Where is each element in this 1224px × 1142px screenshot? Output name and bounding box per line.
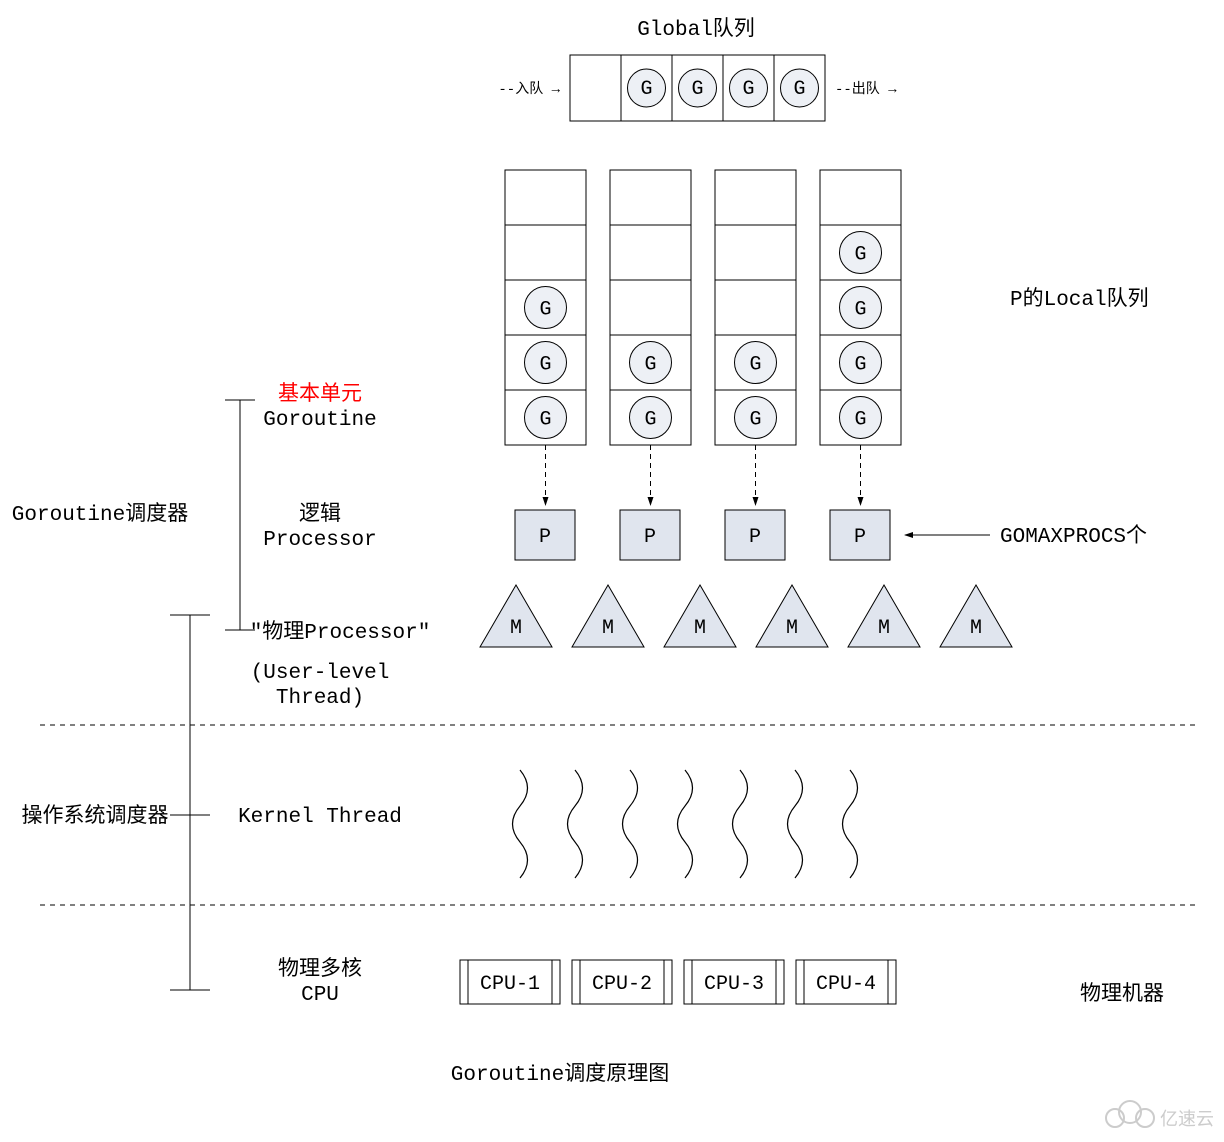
cpu-label: CPU-2 xyxy=(592,973,652,996)
cpu-label: CPU-3 xyxy=(704,973,764,996)
g-label: G xyxy=(644,354,656,377)
phys-cpu-label-1: 物理多核 xyxy=(278,957,362,982)
p-label: P xyxy=(749,526,761,549)
kernel-thread-wave xyxy=(843,770,858,878)
local-queue-cell xyxy=(610,170,691,225)
g-label: G xyxy=(691,78,703,101)
local-queue-cell xyxy=(505,170,586,225)
cpu-label: CPU-4 xyxy=(816,973,876,996)
kernel-thread-wave xyxy=(733,770,748,878)
m-label: M xyxy=(786,617,798,640)
p-label: P xyxy=(539,526,551,549)
global-queue-cell xyxy=(570,55,621,121)
enqueue-label: --入队 → xyxy=(498,81,560,98)
m-label: M xyxy=(510,617,522,640)
kernel-thread-wave xyxy=(623,770,638,878)
g-label: G xyxy=(749,409,761,432)
user-thread-label-2: Thread) xyxy=(276,687,364,710)
local-queue-cell xyxy=(505,225,586,280)
local-queue-label: P的Local队列 xyxy=(1010,287,1149,312)
kernel-thread-wave xyxy=(678,770,693,878)
user-thread-label-1: (User-level xyxy=(251,662,390,685)
local-queue-cell xyxy=(715,280,796,335)
g-label: G xyxy=(539,354,551,377)
goroutine-diagram: Global队列 G G G G --入队 → --出队 → G G G G G G G G G G G P的Loc… xyxy=(0,0,1224,1142)
kernel-thread-wave xyxy=(513,770,528,878)
g-label: G xyxy=(854,354,866,377)
local-queue-cell xyxy=(610,225,691,280)
g-label: G xyxy=(742,78,754,101)
m-label: M xyxy=(970,617,982,640)
p-label: P xyxy=(644,526,656,549)
local-queue-cell xyxy=(715,170,796,225)
watermark: 亿速云 xyxy=(1160,1109,1214,1131)
local-queue-cell xyxy=(820,170,901,225)
local-queue-cell xyxy=(715,225,796,280)
cpu-label: CPU-1 xyxy=(480,973,540,996)
p-label: P xyxy=(854,526,866,549)
goroutine-unit-label: Goroutine xyxy=(263,409,376,432)
g-label: G xyxy=(854,299,866,322)
g-label: G xyxy=(854,244,866,267)
g-label: G xyxy=(539,409,551,432)
machine-label: 物理机器 xyxy=(1080,982,1164,1007)
g-label: G xyxy=(640,78,652,101)
g-label: G xyxy=(539,299,551,322)
kernel-thread-label: Kernel Thread xyxy=(238,806,402,829)
gomaxprocs-label: GOMAXPROCS个 xyxy=(1000,524,1147,549)
local-queue-cell xyxy=(610,280,691,335)
g-label: G xyxy=(854,409,866,432)
g-label: G xyxy=(793,78,805,101)
phys-cpu-label-2: CPU xyxy=(301,984,339,1007)
os-scheduler-label: 操作系统调度器 xyxy=(22,804,169,829)
kernel-thread-wave xyxy=(568,770,583,878)
m-label: M xyxy=(694,617,706,640)
processor-label-1: 逻辑 xyxy=(299,502,341,527)
goroutine-scheduler-label: Goroutine调度器 xyxy=(12,502,188,527)
phys-proc-label: "物理Processor" xyxy=(250,620,431,645)
m-label: M xyxy=(602,617,614,640)
goroutine-unit-red: 基本单元 xyxy=(278,382,362,407)
processor-label-2: Processor xyxy=(263,529,376,552)
bottom-title: Goroutine调度原理图 xyxy=(451,1062,669,1087)
global-queue-title: Global队列 xyxy=(637,17,755,42)
kernel-thread-wave xyxy=(788,770,803,878)
m-label: M xyxy=(878,617,890,640)
g-label: G xyxy=(644,409,656,432)
g-label: G xyxy=(749,354,761,377)
dequeue-label: --出队 → xyxy=(835,81,897,98)
